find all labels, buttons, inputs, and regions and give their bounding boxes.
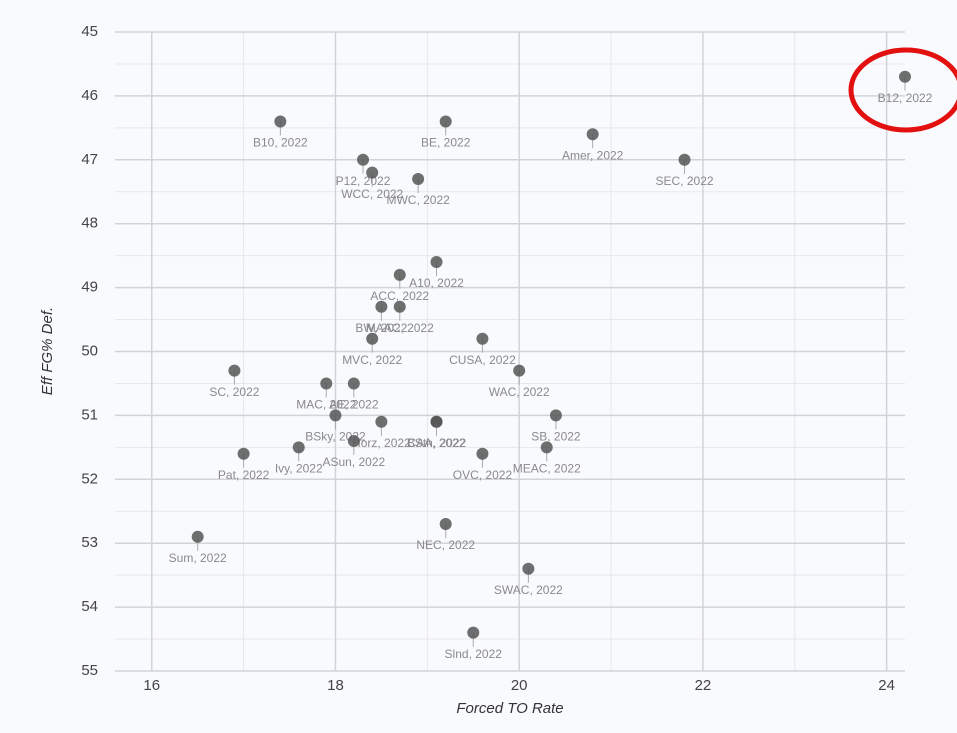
point-label: Pat, 2022 (218, 468, 270, 482)
point-label: CUSA, 2022 (449, 353, 516, 367)
point (366, 166, 379, 179)
x-tick-label: 24 (878, 677, 895, 694)
point-label: MAAC, 2022 (366, 321, 434, 335)
point (412, 172, 425, 185)
point (347, 377, 360, 390)
point (430, 415, 443, 428)
point-label: CAA, 2022 (407, 436, 465, 450)
y-tick-label: 55 (81, 662, 98, 679)
y-tick-label: 48 (81, 215, 98, 232)
point-label: A10, 2022 (409, 276, 464, 290)
point (439, 115, 452, 128)
point-label: ASun, 2022 (322, 455, 385, 469)
point (320, 377, 333, 390)
point-label: Slnd, 2022 (445, 647, 503, 661)
highlight-circle (848, 47, 957, 133)
x-axis-label: Forced TO Rate (456, 700, 563, 717)
point-label: BE, 2022 (421, 136, 471, 150)
point (357, 153, 370, 166)
point-label: WCC, 2022 (341, 187, 403, 201)
point (540, 441, 553, 454)
point (237, 447, 250, 460)
point (274, 115, 287, 128)
y-axis-label: Eff FG% Def. (39, 307, 56, 395)
point (439, 518, 452, 531)
point-label: SEC, 2022 (656, 174, 714, 188)
y-tick-label: 49 (81, 279, 98, 296)
point-label: SB, 2022 (531, 430, 581, 444)
point (375, 300, 388, 313)
point (375, 415, 388, 428)
point-label: AE, 2022 (329, 398, 379, 412)
point (467, 626, 480, 639)
y-tick-label: 47 (81, 151, 98, 168)
point (393, 300, 406, 313)
y-tick-label: 52 (81, 470, 98, 487)
point-label: B10, 2022 (253, 136, 308, 150)
point-label: ACC, 2022 (370, 289, 429, 303)
point (292, 441, 305, 454)
point-label: P12, 2022 (336, 174, 391, 188)
point (678, 153, 691, 166)
point (228, 364, 241, 377)
y-tick-label: 51 (81, 406, 98, 423)
y-tick-label: 54 (81, 598, 98, 615)
point (549, 409, 562, 422)
point (393, 268, 406, 281)
x-tick-label: 16 (143, 677, 160, 694)
point-label: WAC, 2022 (489, 385, 550, 399)
point (513, 364, 526, 377)
point-label: SWAC, 2022 (494, 583, 563, 597)
point (476, 332, 489, 345)
y-tick-label: 53 (81, 534, 98, 551)
point (586, 128, 599, 141)
y-tick-label: 46 (81, 87, 98, 104)
point-label: BSth, 2022 (407, 436, 467, 450)
point (522, 562, 535, 575)
x-tick-label: 18 (327, 677, 344, 694)
x-tick-label: 20 (511, 677, 528, 694)
point-label: MEAC, 2022 (513, 462, 581, 476)
point-label: MWC, 2022 (386, 193, 450, 207)
point (191, 530, 204, 543)
y-tick-label: 50 (81, 342, 98, 359)
point-label: Amer, 2022 (562, 148, 624, 162)
point (476, 447, 489, 460)
point (366, 332, 379, 345)
point-label: MAC, 2022 (296, 398, 356, 412)
point-label: OVC, 2022 (453, 468, 513, 482)
point-label: Ivy, 2022 (275, 462, 323, 476)
point-label: MVC, 2022 (342, 353, 402, 367)
y-tick-label: 45 (81, 23, 98, 40)
point-label: Horz, 2022 (352, 436, 411, 450)
x-tick-label: 22 (695, 677, 712, 694)
point (347, 434, 360, 447)
point-label: B12, 2022 (878, 91, 933, 105)
point-label: BW, 2022 (355, 321, 407, 335)
point-label: NEC, 2022 (416, 538, 475, 552)
point-label: SC, 2022 (209, 385, 259, 399)
point (430, 256, 443, 269)
point (899, 70, 911, 83)
point (329, 409, 342, 422)
point-label: Sum, 2022 (169, 551, 227, 565)
